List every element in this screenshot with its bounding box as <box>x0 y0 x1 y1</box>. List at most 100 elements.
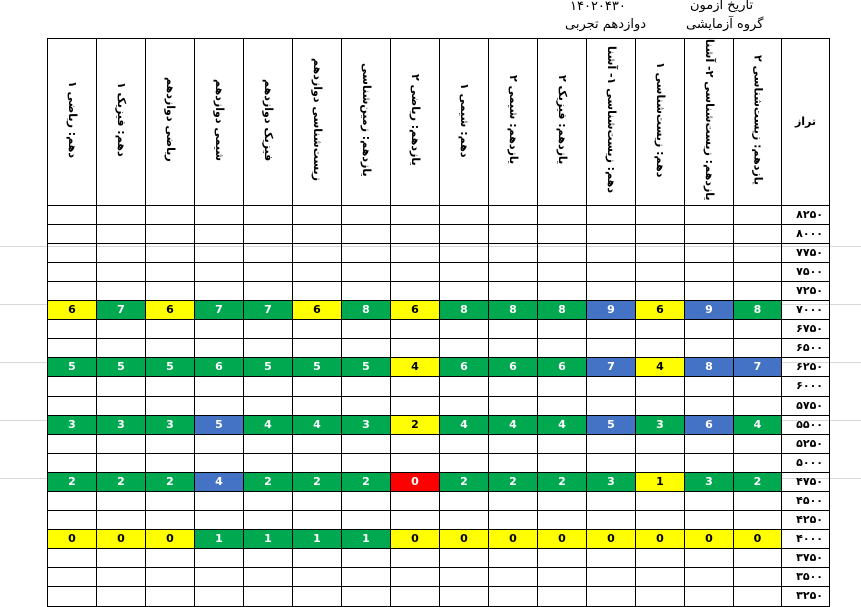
score-cell: 5 <box>243 357 293 378</box>
score-cell: 6 <box>47 300 97 321</box>
empty-cell <box>145 204 195 225</box>
empty-cell <box>586 433 636 454</box>
empty-cell <box>537 338 587 359</box>
empty-cell <box>733 586 782 607</box>
score-cell: 4 <box>537 414 587 435</box>
empty-cell <box>47 261 97 282</box>
score-cell: 8 <box>341 300 391 321</box>
level-value: ۷۵۰۰ <box>781 261 830 282</box>
subject-column-header: یازدهم: فیزیک ۲ <box>537 38 587 206</box>
empty-cell <box>145 548 195 569</box>
table-row: ۴۵۰۰ <box>47 490 830 512</box>
empty-cell <box>684 338 734 359</box>
empty-cell <box>537 280 587 302</box>
empty-cell <box>635 510 685 531</box>
subject-label: ریاضی دوازدهم <box>164 77 177 163</box>
subject-label: یازدهم: زیست‌شناسی ۲ <box>751 54 765 185</box>
table-row: ۴۷۵۰ 2 3 1 3 2 2 2 0 2 2 2 4 2 2 2 <box>47 471 830 492</box>
score-cell: 7 <box>194 300 244 321</box>
empty-cell <box>586 280 636 302</box>
score-cell: 2 <box>341 471 391 492</box>
empty-cell <box>635 395 685 416</box>
empty-cell <box>635 204 685 225</box>
score-cell: 4 <box>194 471 244 492</box>
empty-cell <box>537 548 587 569</box>
empty-cell <box>96 510 146 531</box>
empty-cell <box>96 261 146 282</box>
table-row: ۵۰۰۰ <box>47 452 830 473</box>
table-row: ۷۵۰۰ <box>47 261 830 282</box>
empty-cell <box>47 510 97 531</box>
empty-cell <box>390 242 440 263</box>
empty-cell <box>586 376 636 397</box>
table-row: ۶۰۰۰ <box>47 376 830 397</box>
empty-cell <box>96 319 146 340</box>
empty-cell <box>733 280 782 302</box>
score-cell: 6 <box>635 300 685 321</box>
empty-cell <box>145 280 195 302</box>
level-value: ۷۰۰۰ <box>781 300 830 321</box>
empty-cell <box>47 204 97 225</box>
subject-column-header: یازدهم: زیست‌شناسی ۲- آشنا <box>684 38 734 206</box>
empty-cell <box>292 548 342 569</box>
empty-cell <box>194 376 244 397</box>
score-cell: 6 <box>537 357 587 378</box>
score-cell: 5 <box>194 414 244 435</box>
table-row: ۷۲۵۰ <box>47 280 830 302</box>
empty-cell <box>341 452 391 473</box>
empty-cell <box>439 548 489 569</box>
level-value: ۴۰۰۰ <box>781 529 830 550</box>
empty-cell <box>390 433 440 454</box>
level-value: ۴۲۵۰ <box>781 510 830 531</box>
empty-cell <box>684 548 734 569</box>
empty-cell <box>194 204 244 225</box>
empty-cell <box>684 452 734 473</box>
subject-label: دهم: شیمی ۱ <box>458 82 471 158</box>
empty-cell <box>145 223 195 244</box>
empty-cell <box>439 586 489 607</box>
group-label: گروه آزمایشی <box>686 17 764 32</box>
empty-cell <box>341 261 391 282</box>
score-cell: 3 <box>47 414 97 435</box>
empty-cell <box>145 567 195 588</box>
table-row: ۳۵۰۰ <box>47 567 830 588</box>
score-cell: 1 <box>341 529 391 550</box>
empty-cell <box>586 204 636 225</box>
empty-cell <box>537 319 587 340</box>
empty-cell <box>96 548 146 569</box>
empty-cell <box>47 376 97 397</box>
score-cell: 8 <box>537 300 587 321</box>
empty-cell <box>684 586 734 607</box>
score-cell: 6 <box>390 300 440 321</box>
empty-cell <box>537 490 587 512</box>
empty-cell <box>390 204 440 225</box>
empty-cell <box>733 567 782 588</box>
table-row: ۸۰۰۰ <box>47 223 830 244</box>
empty-cell <box>488 242 538 263</box>
empty-cell <box>292 586 342 607</box>
empty-cell <box>292 490 342 512</box>
score-cell: 0 <box>488 529 538 550</box>
empty-cell <box>635 338 685 359</box>
empty-cell <box>194 548 244 569</box>
empty-cell <box>488 548 538 569</box>
score-cell: 2 <box>537 471 587 492</box>
empty-cell <box>292 433 342 454</box>
empty-cell <box>341 586 391 607</box>
score-cell: 4 <box>635 357 685 378</box>
empty-cell <box>390 510 440 531</box>
empty-cell <box>47 548 97 569</box>
empty-cell <box>96 376 146 397</box>
exam-date-label: تاریخ آزمون <box>690 0 754 13</box>
empty-cell <box>47 223 97 244</box>
score-cell: 7 <box>96 300 146 321</box>
empty-cell <box>586 567 636 588</box>
table-row: ۳۷۵۰ <box>47 548 830 569</box>
empty-cell <box>145 452 195 473</box>
empty-cell <box>194 510 244 531</box>
empty-cell <box>47 452 97 473</box>
subject-column-header: یازدهم: شیمی ۲ <box>488 38 538 206</box>
empty-cell <box>537 395 587 416</box>
score-cell: 1 <box>292 529 342 550</box>
empty-cell <box>390 548 440 569</box>
